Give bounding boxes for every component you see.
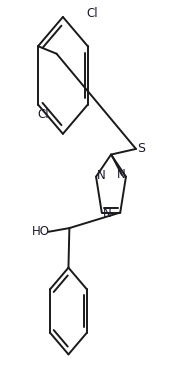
Text: HO: HO [32, 225, 50, 238]
Text: Cl: Cl [87, 7, 98, 20]
Text: S: S [137, 143, 145, 155]
Text: N: N [102, 207, 111, 220]
Text: N: N [116, 168, 125, 181]
Text: Cl: Cl [38, 109, 49, 121]
Text: N: N [97, 169, 106, 182]
